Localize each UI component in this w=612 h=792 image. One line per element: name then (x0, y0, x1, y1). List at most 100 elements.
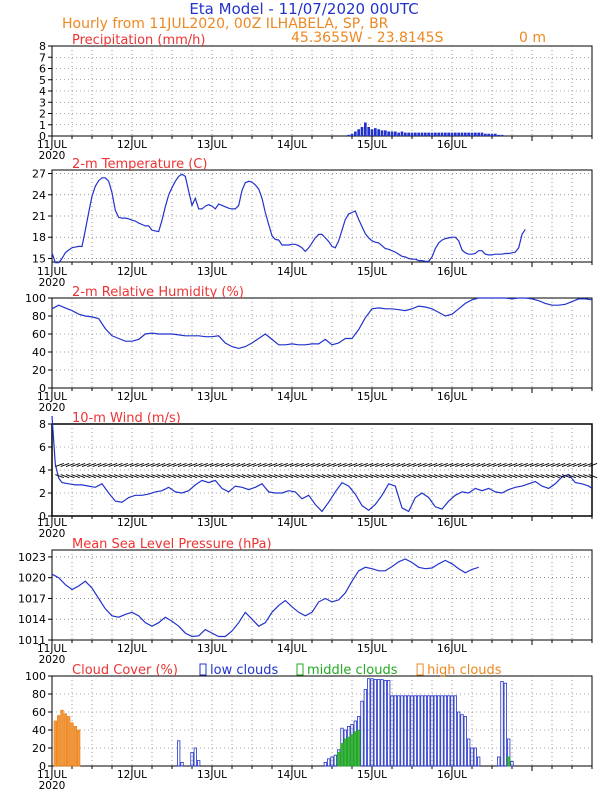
wind-barb (236, 463, 246, 467)
wind-barb (471, 474, 480, 479)
cloud-bar-low-clouds (390, 695, 394, 767)
legend-label: middle clouds (307, 663, 398, 678)
precip-bar (437, 132, 440, 136)
wind-barb (209, 474, 219, 479)
wind-barb (108, 463, 118, 467)
x-tick-label: 15JUL (357, 643, 387, 655)
wind-barb (337, 463, 347, 467)
x-tick-label: 12JUL (117, 139, 147, 151)
y-tick-label: 8 (39, 40, 46, 53)
panel-4: 0 2 4 6 8 11JUL 12JUL 13JUL 14JUL 15JUL 16JUL 2020 1… (37, 411, 598, 540)
x-tick-label: 15JUL (357, 769, 387, 781)
y-tick-label: 80 (32, 688, 46, 701)
wind-barb (524, 463, 534, 467)
wind-barb (353, 474, 363, 479)
legend-swatch (199, 663, 207, 676)
precip-bar (500, 134, 504, 136)
wind-barb (583, 474, 592, 479)
y-tick-label: 20 (32, 742, 46, 755)
y-tick-label: 40 (32, 346, 46, 359)
wind-barb (508, 474, 518, 479)
cloud-bar-low-clouds (440, 695, 444, 767)
year-label: 2020 (39, 150, 66, 162)
wind-barb (289, 463, 299, 467)
wind-barb (161, 474, 171, 479)
cloud-bar-middle-clouds (337, 752, 341, 767)
wind-barb (380, 474, 390, 479)
cloud-bar-middle-clouds (353, 731, 357, 767)
wind-barb (177, 474, 187, 479)
wind-barb (284, 463, 294, 467)
x-tick-label: 13JUL (197, 769, 227, 781)
wind-barb (407, 474, 416, 479)
y-tick-label: 8 (39, 418, 46, 431)
wind-barb (55, 463, 64, 467)
plot-frame (51, 549, 593, 641)
wind-barb (257, 474, 267, 479)
cloud-bar-low-clouds (400, 695, 404, 767)
panel-title: Cloud Cover (%) (72, 663, 178, 678)
cloud-bar-low-clouds (420, 695, 424, 767)
y-tick-label: 100 (25, 292, 46, 305)
y-tick-label: 1 (39, 119, 46, 132)
precip-bar (370, 129, 374, 136)
precip-bar (480, 132, 484, 136)
wind-barb (401, 474, 411, 479)
y-tick-label: 0 (39, 760, 46, 773)
x-tick-label: 13JUL (197, 391, 227, 403)
cloud-bar-middle-clouds (350, 734, 354, 767)
y-tick-label: 0 (39, 510, 46, 523)
wind-barb (279, 474, 288, 479)
wind-barb (433, 463, 443, 467)
wind-barb (215, 474, 224, 479)
x-tick-label: 11JUL (37, 266, 67, 278)
wind-barb (412, 463, 422, 467)
x-tick-label: 12JUL (117, 643, 147, 655)
wind-barb (193, 474, 203, 479)
wind-barb (76, 474, 86, 479)
y-tick-label: 27 (32, 168, 46, 181)
wind-barb (273, 474, 283, 479)
wind-barb (460, 463, 470, 467)
precip-bar (457, 132, 460, 136)
wind-barb (513, 463, 523, 467)
precip-bar (387, 131, 390, 136)
precip-bar (390, 131, 394, 136)
wind-barb (92, 463, 102, 467)
legend-swatch (416, 663, 424, 676)
wind-barb (529, 463, 539, 467)
wind-barb (545, 463, 555, 467)
wind-barb (439, 463, 448, 467)
cloud-bar-high-clouds (63, 713, 67, 767)
wind-barb (588, 474, 598, 479)
cloud-bar-middle-clouds (340, 743, 344, 767)
y-tick-label: 40 (32, 724, 46, 737)
precip-bar (364, 122, 367, 136)
wind-barb (524, 474, 534, 479)
wind-barb (124, 463, 134, 467)
wind-barb (103, 463, 112, 467)
wind-barb (428, 463, 438, 467)
wind-barb (535, 463, 544, 467)
legend-swatch (296, 663, 304, 676)
cloud-bar-low-clouds (377, 679, 381, 767)
wind-barb (535, 474, 544, 479)
precip-bar (467, 132, 470, 136)
wind-barb (551, 474, 560, 479)
wind-barb (225, 463, 235, 467)
wind-barb (503, 463, 512, 467)
cloud-bar-middle-clouds (343, 738, 347, 767)
y-tick-label: 1020 (18, 572, 46, 585)
panel-title: 10-m Wind (m/s) (72, 411, 181, 426)
wind-barb (439, 474, 448, 479)
cloud-bar-low-clouds (387, 680, 391, 767)
cloud-bar-low-clouds (433, 695, 437, 767)
wind-barb (455, 463, 464, 467)
wind-barb (375, 474, 384, 479)
wind-barb (321, 463, 331, 467)
series-line (51, 173, 526, 264)
year-label: 2020 (39, 654, 66, 666)
wind-barb (572, 463, 582, 467)
